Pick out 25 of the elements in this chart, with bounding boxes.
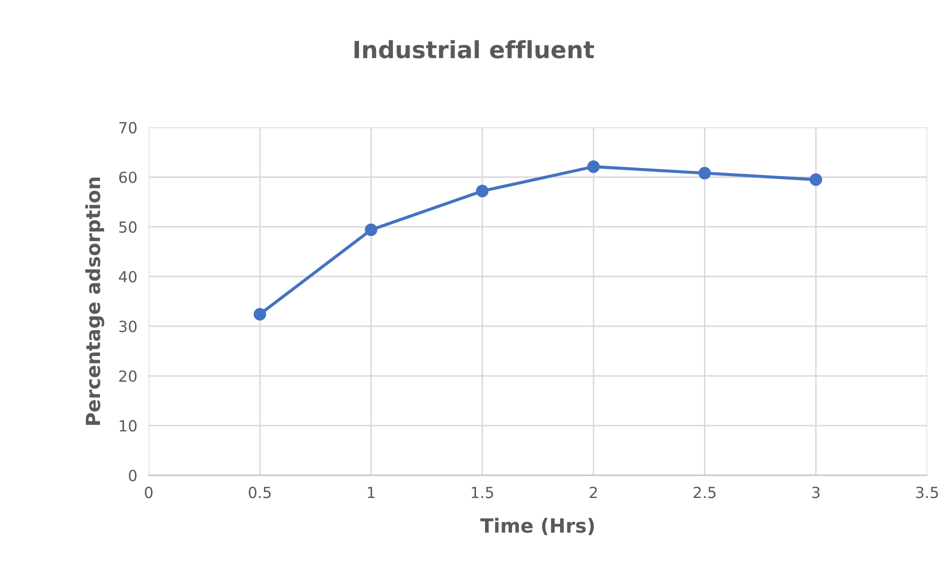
x-tick-label: 0.5 (248, 486, 271, 498)
y-tick-label: 50 (119, 221, 137, 233)
point (364, 224, 378, 236)
y-axis-title: Percentage adsorption (85, 178, 104, 425)
y-tick-label: 20 (119, 370, 137, 382)
point (476, 184, 489, 198)
x-tick-label: 3 (812, 486, 820, 498)
x-tick-label: 2.5 (694, 486, 716, 498)
x-tick-label: 1.5 (472, 486, 494, 498)
point (810, 173, 822, 186)
y-tick-label: 10 (120, 420, 137, 432)
y-tick-label: 30 (119, 320, 137, 332)
x-tick-label: 3.5 (916, 486, 938, 498)
x-tick-label: 0 (144, 486, 153, 498)
y-tick-label: 0 (128, 470, 137, 482)
point (254, 308, 266, 321)
x-tick-label: 2 (590, 486, 597, 498)
chart-title: Industrial effluent (354, 40, 594, 58)
point (698, 166, 711, 180)
y-tick-label: 40 (118, 270, 137, 283)
point (587, 160, 600, 173)
y-tick-label: 60 (119, 172, 137, 184)
y-tick-label: 70 (119, 122, 137, 134)
x-tick-label: 1 (368, 486, 375, 498)
x-axis-title: Time (Hrs) (480, 518, 594, 536)
